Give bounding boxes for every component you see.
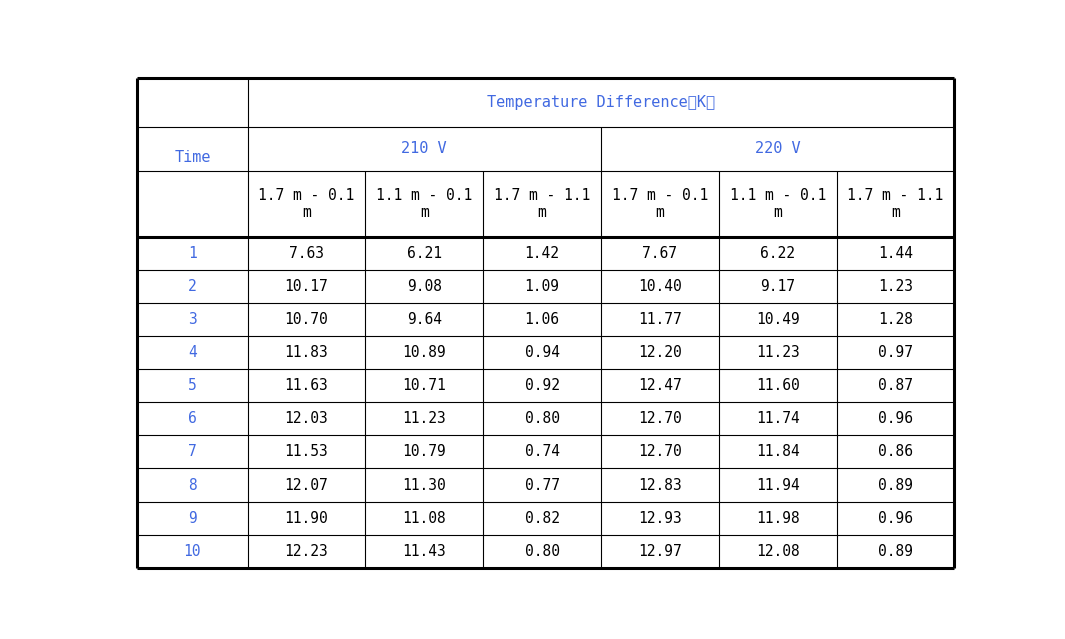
- Text: 1.7 m - 0.1
m: 1.7 m - 0.1 m: [259, 188, 355, 220]
- Text: 11.60: 11.60: [756, 378, 800, 393]
- Text: 0.89: 0.89: [878, 544, 913, 558]
- Text: 12.20: 12.20: [638, 345, 682, 360]
- Text: 11.84: 11.84: [756, 445, 800, 459]
- Text: 10.79: 10.79: [403, 445, 446, 459]
- Text: 6.21: 6.21: [407, 246, 442, 261]
- Text: 10: 10: [183, 544, 201, 558]
- Text: 12.47: 12.47: [638, 378, 682, 393]
- Text: 12.03: 12.03: [284, 412, 328, 426]
- Text: 0.74: 0.74: [525, 445, 559, 459]
- Text: 7: 7: [189, 445, 197, 459]
- Text: 11.30: 11.30: [403, 477, 446, 493]
- Text: 11.23: 11.23: [756, 345, 800, 360]
- Text: 9.64: 9.64: [407, 312, 442, 327]
- Text: 1.7 m - 1.1
m: 1.7 m - 1.1 m: [494, 188, 590, 220]
- Text: 12.83: 12.83: [638, 477, 682, 493]
- Text: 11.98: 11.98: [756, 511, 800, 526]
- Text: 1.44: 1.44: [878, 246, 913, 261]
- Text: 11.23: 11.23: [403, 412, 446, 426]
- Text: 11.43: 11.43: [403, 544, 446, 558]
- Text: 10.49: 10.49: [756, 312, 800, 327]
- Text: 10.71: 10.71: [403, 378, 446, 393]
- Text: 3: 3: [189, 312, 197, 327]
- Text: 0.80: 0.80: [525, 412, 559, 426]
- Text: 6.22: 6.22: [760, 246, 796, 261]
- Text: 1.23: 1.23: [878, 279, 913, 294]
- Text: 0.97: 0.97: [878, 345, 913, 360]
- Text: Time: Time: [175, 150, 211, 165]
- Text: 9.17: 9.17: [760, 279, 796, 294]
- Text: 11.77: 11.77: [638, 312, 682, 327]
- Text: 12.70: 12.70: [638, 445, 682, 459]
- Text: 11.08: 11.08: [403, 511, 446, 526]
- Text: 1.09: 1.09: [525, 279, 559, 294]
- Text: 0.87: 0.87: [878, 378, 913, 393]
- Text: 10.70: 10.70: [284, 312, 328, 327]
- Text: 5: 5: [189, 378, 197, 393]
- Text: 1.7 m - 0.1
m: 1.7 m - 0.1 m: [611, 188, 708, 220]
- Text: 11.83: 11.83: [284, 345, 328, 360]
- Text: 12.93: 12.93: [638, 511, 682, 526]
- Text: 7.67: 7.67: [642, 246, 677, 261]
- Text: 9: 9: [189, 511, 197, 526]
- Text: 1.1 m - 0.1
m: 1.1 m - 0.1 m: [376, 188, 473, 220]
- Text: 1.7 m - 1.1
m: 1.7 m - 1.1 m: [848, 188, 944, 220]
- Text: 210 V: 210 V: [402, 141, 447, 156]
- Text: 0.82: 0.82: [525, 511, 559, 526]
- Text: 9.08: 9.08: [407, 279, 442, 294]
- Text: 11.53: 11.53: [284, 445, 328, 459]
- Text: 11.90: 11.90: [284, 511, 328, 526]
- Text: 11.94: 11.94: [756, 477, 800, 493]
- Text: 1.1 m - 0.1
m: 1.1 m - 0.1 m: [730, 188, 825, 220]
- Text: 1.28: 1.28: [878, 312, 913, 327]
- Text: 11.63: 11.63: [284, 378, 328, 393]
- Text: 0.96: 0.96: [878, 412, 913, 426]
- Text: 12.23: 12.23: [284, 544, 328, 558]
- Text: 1.42: 1.42: [525, 246, 559, 261]
- Text: 0.94: 0.94: [525, 345, 559, 360]
- Text: 12.08: 12.08: [756, 544, 800, 558]
- Text: 0.77: 0.77: [525, 477, 559, 493]
- Text: 8: 8: [189, 477, 197, 493]
- Text: 10.89: 10.89: [403, 345, 446, 360]
- Text: 0.89: 0.89: [878, 477, 913, 493]
- Text: 10.40: 10.40: [638, 279, 682, 294]
- Text: 12.07: 12.07: [284, 477, 328, 493]
- Text: 4: 4: [189, 345, 197, 360]
- Text: 0.80: 0.80: [525, 544, 559, 558]
- Text: 10.17: 10.17: [284, 279, 328, 294]
- Text: 0.86: 0.86: [878, 445, 913, 459]
- Text: 0.92: 0.92: [525, 378, 559, 393]
- Text: 0.96: 0.96: [878, 511, 913, 526]
- Text: 12.70: 12.70: [638, 412, 682, 426]
- Text: 220 V: 220 V: [755, 141, 801, 156]
- Text: 6: 6: [189, 412, 197, 426]
- Text: Temperature Difference（K）: Temperature Difference（K）: [487, 95, 715, 110]
- Text: 1: 1: [189, 246, 197, 261]
- Text: 12.97: 12.97: [638, 544, 682, 558]
- Text: 2: 2: [189, 279, 197, 294]
- Text: 1.06: 1.06: [525, 312, 559, 327]
- Text: 11.74: 11.74: [756, 412, 800, 426]
- Text: 7.63: 7.63: [289, 246, 324, 261]
